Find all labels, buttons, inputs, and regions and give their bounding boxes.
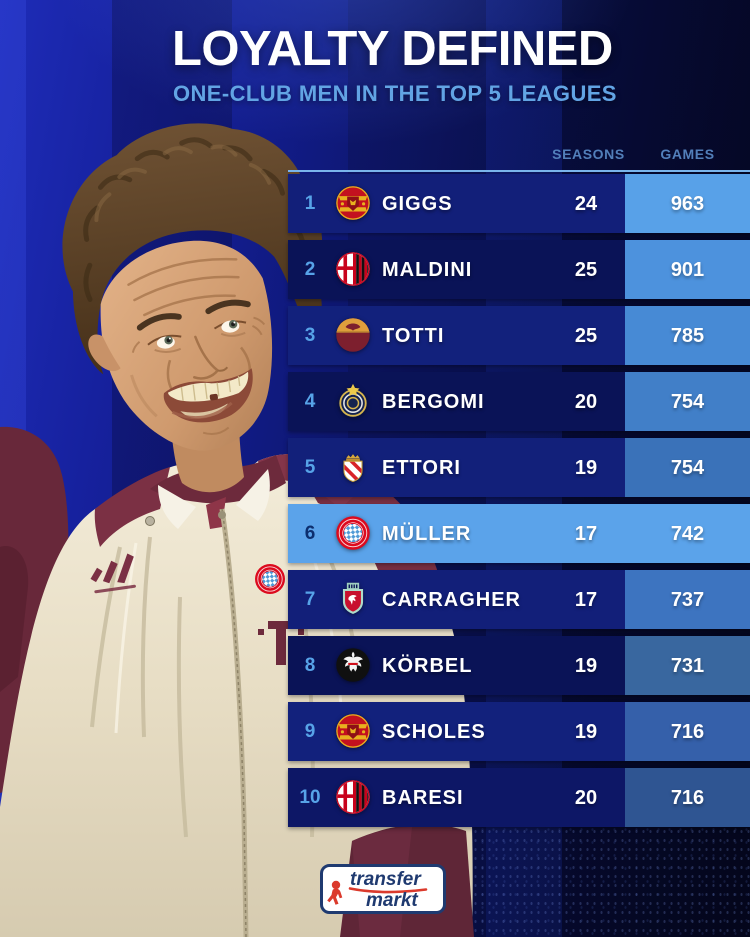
seasons-cell: 19 bbox=[574, 655, 598, 677]
table-row: 5 ETTORI 19 754 bbox=[288, 438, 750, 497]
player-name-cell: GIGGS bbox=[382, 193, 453, 215]
table-rows: 1 GIGGS 24 963 2 MALDINI 25 901 3 TOTTI … bbox=[288, 170, 750, 827]
table-row: 4 BERGOMI 20 754 bbox=[288, 372, 750, 431]
brand-word-markt: markt bbox=[366, 890, 418, 911]
bayern-crest bbox=[255, 564, 285, 594]
rank-cell: 10 bbox=[299, 787, 321, 808]
table-row: 2 MALDINI 25 901 bbox=[288, 240, 750, 299]
rank-cell: 6 bbox=[304, 523, 316, 544]
games-cell: 716 bbox=[625, 702, 750, 761]
player-name-cell: CARRAGHER bbox=[382, 589, 521, 611]
as-roma-badge bbox=[335, 317, 371, 353]
footballer-icon bbox=[327, 880, 343, 905]
as-monaco-badge bbox=[335, 449, 371, 485]
games-cell: 754 bbox=[625, 438, 750, 497]
player-name-cell: MÜLLER bbox=[382, 523, 472, 545]
player-name-cell: ETTORI bbox=[382, 457, 461, 479]
ac-milan-badge bbox=[335, 779, 371, 815]
player-name-cell: BERGOMI bbox=[382, 391, 485, 413]
manchester-united-badge bbox=[335, 185, 371, 221]
table-row: 9 SCHOLES 19 716 bbox=[288, 702, 750, 761]
page-title: LOYALTY DEFINED bbox=[172, 22, 613, 76]
table-row: 7 CARRAGHER 17 737 bbox=[288, 570, 750, 629]
table-row: 1 GIGGS 24 963 bbox=[288, 174, 750, 233]
telekom-logo bbox=[258, 621, 304, 665]
games-cell: 716 bbox=[625, 768, 750, 827]
table-row: 3 TOTTI 25 785 bbox=[288, 306, 750, 365]
seasons-cell: 25 bbox=[574, 325, 598, 347]
eintracht-frankfurt-badge bbox=[335, 647, 371, 683]
seasons-cell: 17 bbox=[574, 589, 598, 611]
games-cell: 754 bbox=[625, 372, 750, 431]
table-row: 10 BARESI 20 716 bbox=[288, 768, 750, 827]
bayern-munich-badge bbox=[335, 515, 371, 551]
ac-milan-badge bbox=[335, 251, 371, 287]
rank-cell: 5 bbox=[304, 457, 316, 478]
player-name-cell: BARESI bbox=[382, 787, 464, 809]
player-name-cell: MALDINI bbox=[382, 259, 473, 281]
table-row: 6 MÜLLER 17 742 bbox=[288, 504, 750, 563]
page-subtitle: ONE-CLUB MEN IN THE TOP 5 LEAGUES bbox=[173, 80, 617, 106]
rank-cell: 2 bbox=[304, 259, 316, 280]
adidas-logo bbox=[90, 553, 136, 594]
rank-cell: 7 bbox=[304, 589, 316, 610]
games-cell: 742 bbox=[670, 523, 705, 545]
seasons-cell: 25 bbox=[574, 259, 598, 281]
rank-cell: 3 bbox=[304, 325, 316, 346]
rank-cell: 9 bbox=[304, 721, 316, 742]
games-cell: 901 bbox=[625, 240, 750, 299]
column-header-games: GAMES bbox=[660, 146, 715, 162]
seasons-cell: 17 bbox=[574, 523, 598, 545]
games-cell: 785 bbox=[625, 306, 750, 365]
rank-cell: 4 bbox=[304, 391, 316, 412]
crowd-bokeh-background bbox=[430, 818, 750, 937]
brand-word-transfer: transfer bbox=[350, 869, 422, 890]
loyalty-table: SEASONS GAMES 1 GIGGS 24 963 2 MALDINI 2… bbox=[288, 146, 750, 834]
liverpool-badge bbox=[335, 581, 371, 617]
seasons-cell: 24 bbox=[574, 193, 598, 215]
column-header-seasons: SEASONS bbox=[552, 146, 625, 162]
table-row: 8 KÖRBEL 19 731 bbox=[288, 636, 750, 695]
transfermarkt-logo: transfer markt bbox=[320, 864, 446, 918]
manchester-united-badge bbox=[335, 713, 371, 749]
inter-milan-badge bbox=[335, 383, 371, 419]
rank-cell: 8 bbox=[304, 655, 316, 676]
games-cell: 731 bbox=[625, 636, 750, 695]
player-name-cell: TOTTI bbox=[382, 325, 445, 347]
header: LOYALTY DEFINED ONE-CLUB MEN IN THE TOP … bbox=[172, 24, 617, 107]
table-header: SEASONS GAMES bbox=[288, 146, 750, 170]
seasons-cell: 19 bbox=[574, 721, 598, 743]
rank-cell: 1 bbox=[304, 193, 316, 214]
seasons-cell: 20 bbox=[574, 787, 598, 809]
seasons-cell: 19 bbox=[574, 457, 598, 479]
games-cell: 737 bbox=[625, 570, 750, 629]
player-name-cell: KÖRBEL bbox=[382, 655, 473, 677]
games-cell: 963 bbox=[625, 174, 750, 233]
seasons-cell: 20 bbox=[574, 391, 598, 413]
player-name-cell: SCHOLES bbox=[382, 721, 486, 743]
